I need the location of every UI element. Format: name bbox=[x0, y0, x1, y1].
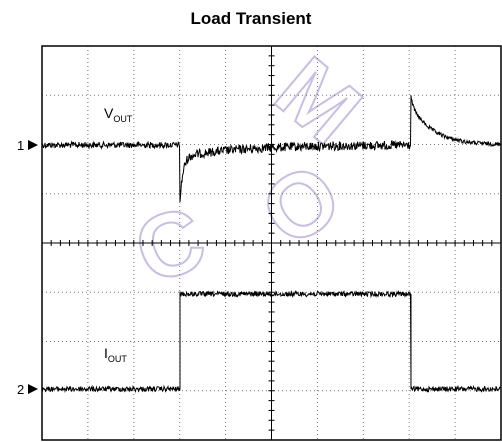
channel-label: IOUT bbox=[104, 345, 127, 364]
channel-label: VOUT bbox=[104, 105, 133, 124]
vout-trace bbox=[41, 95, 502, 203]
watermark: C O M bbox=[122, 38, 380, 305]
label-main: I bbox=[104, 345, 108, 361]
screen-border bbox=[41, 45, 502, 441]
channel-marker: 1 bbox=[17, 138, 24, 153]
marker-arrow bbox=[28, 384, 38, 394]
marker-arrow bbox=[28, 140, 38, 150]
label-main: V bbox=[104, 105, 114, 121]
iout-trace bbox=[41, 289, 502, 394]
grid bbox=[41, 45, 502, 441]
label-sub: OUT bbox=[113, 114, 133, 124]
label-sub: OUT bbox=[108, 354, 128, 364]
channel-marker: 2 bbox=[17, 382, 24, 397]
title: Load Transient bbox=[191, 9, 312, 28]
watermark-letter: O bbox=[244, 144, 359, 266]
